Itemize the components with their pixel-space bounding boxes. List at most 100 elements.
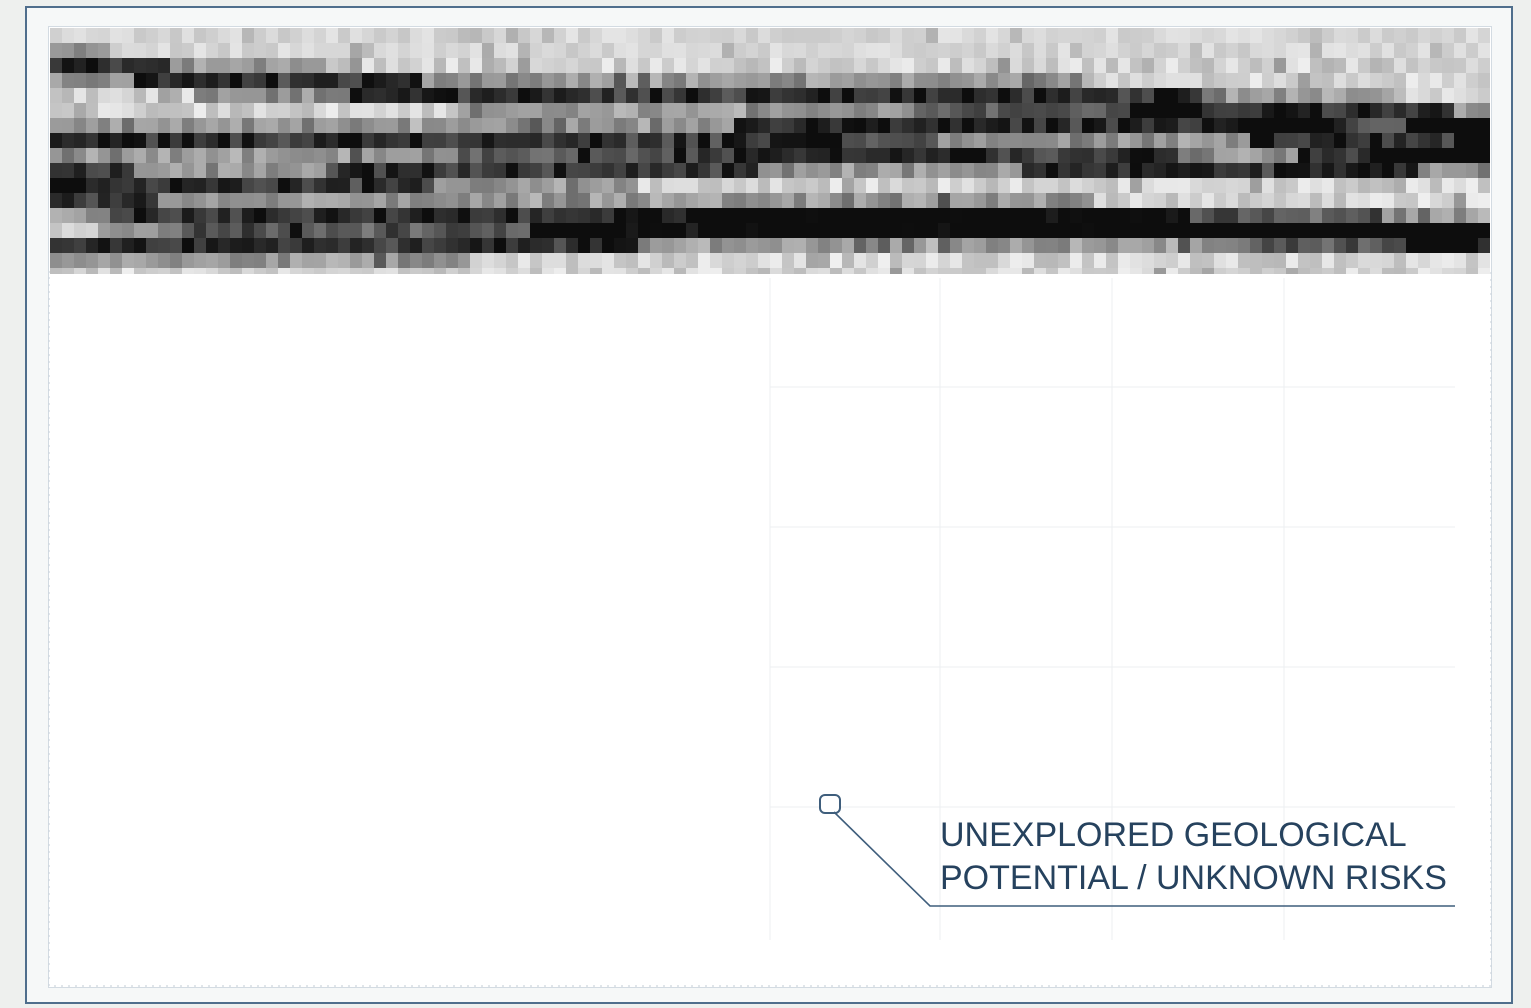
strata-cell	[674, 223, 687, 239]
strata-cell	[1406, 223, 1419, 239]
strata-cell	[1238, 73, 1251, 89]
strata-cell	[458, 253, 471, 269]
strata-cell	[974, 133, 987, 149]
strata-cell	[662, 28, 675, 44]
strata-cell	[914, 58, 927, 74]
strata-cell	[1394, 58, 1407, 74]
strata-cell	[1250, 238, 1263, 254]
strata-cell	[578, 208, 591, 224]
strata-cell	[1442, 163, 1455, 179]
strata-cell	[1310, 148, 1323, 164]
strata-cell	[686, 238, 699, 254]
strata-cell	[1238, 223, 1251, 239]
strata-cell	[494, 163, 507, 179]
strata-cell	[1034, 178, 1047, 194]
strata-cell	[1202, 223, 1215, 239]
strata-cell	[890, 208, 903, 224]
strata-cell	[158, 193, 171, 209]
strata-cell	[482, 253, 495, 269]
strata-cell	[1214, 268, 1227, 274]
strata-cell	[1118, 28, 1131, 44]
strata-cell	[758, 253, 771, 269]
strata-cell	[1250, 208, 1263, 224]
strata-cell	[650, 163, 663, 179]
strata-cell	[1010, 133, 1023, 149]
strata-cell	[122, 178, 135, 194]
strata-cell	[122, 208, 135, 224]
strata-cell	[1430, 148, 1443, 164]
strata-cell	[626, 133, 639, 149]
strata-cell	[1250, 28, 1263, 44]
strata-cell	[1334, 208, 1347, 224]
strata-cell	[1106, 73, 1119, 89]
strata-cell	[290, 73, 303, 89]
strata-cell	[1430, 208, 1443, 224]
strata-cell	[638, 208, 651, 224]
strata-cell	[482, 148, 495, 164]
strata-cell	[662, 163, 675, 179]
strata-cell	[1142, 58, 1155, 74]
callout-line-2: POTENTIAL / UNKNOWN RISKS	[940, 859, 1447, 897]
strata-cell	[794, 88, 807, 104]
strata-cell	[950, 133, 963, 149]
strata-cell	[890, 58, 903, 74]
strata-cell	[266, 73, 279, 89]
strata-cell	[878, 178, 891, 194]
strata-cell	[1118, 118, 1131, 134]
strata-cell	[1178, 268, 1191, 274]
strata-cell	[1166, 118, 1179, 134]
strata-cell	[962, 193, 975, 209]
strata-cell	[302, 43, 315, 59]
strata-cell	[926, 133, 939, 149]
strata-cell	[290, 118, 303, 134]
strata-cell	[770, 238, 783, 254]
strata-cell	[1010, 118, 1023, 134]
strata-cell	[962, 148, 975, 164]
strata-cell	[1178, 103, 1191, 119]
strata-cell	[1202, 133, 1215, 149]
strata-cell	[530, 268, 543, 274]
strata-cell	[170, 43, 183, 59]
strata-cell	[890, 133, 903, 149]
strata-cell	[146, 223, 159, 239]
strata-cell	[158, 208, 171, 224]
strata-cell	[914, 133, 927, 149]
strata-cell	[242, 118, 255, 134]
strata-cell	[542, 133, 555, 149]
strata-cell	[938, 133, 951, 149]
strata-cell	[1010, 73, 1023, 89]
strata-cell	[578, 133, 591, 149]
strata-cell	[470, 133, 483, 149]
strata-cell	[362, 43, 375, 59]
strata-cell	[1130, 238, 1143, 254]
strata-cell	[1322, 193, 1335, 209]
strata-cell	[434, 73, 447, 89]
strata-cell	[446, 103, 459, 119]
callout-label: UNEXPLORED GEOLOGICAL POTENTIAL / UNKNOW…	[940, 814, 1447, 900]
strata-cell	[554, 118, 567, 134]
strata-cell	[890, 118, 903, 134]
strata-cell	[302, 178, 315, 194]
strata-cell	[842, 58, 855, 74]
strata-cell	[230, 238, 243, 254]
strata-cell	[818, 238, 831, 254]
strata-cell	[266, 103, 279, 119]
strata-cell	[230, 43, 243, 59]
strata-cell	[218, 268, 231, 274]
strata-cell	[110, 88, 123, 104]
strata-cell	[374, 103, 387, 119]
strata-cell	[158, 238, 171, 254]
strata-cell	[1334, 88, 1347, 104]
strata-cell	[854, 148, 867, 164]
strata-cell	[1274, 43, 1287, 59]
strata-cell	[830, 148, 843, 164]
strata-cell	[326, 88, 339, 104]
strata-cell	[422, 223, 435, 239]
strata-cell	[518, 223, 531, 239]
strata-cell	[974, 103, 987, 119]
strata-cell	[950, 103, 963, 119]
strata-cell	[626, 163, 639, 179]
strata-cell	[770, 253, 783, 269]
strata-cell	[1406, 58, 1419, 74]
strata-cell	[542, 73, 555, 89]
